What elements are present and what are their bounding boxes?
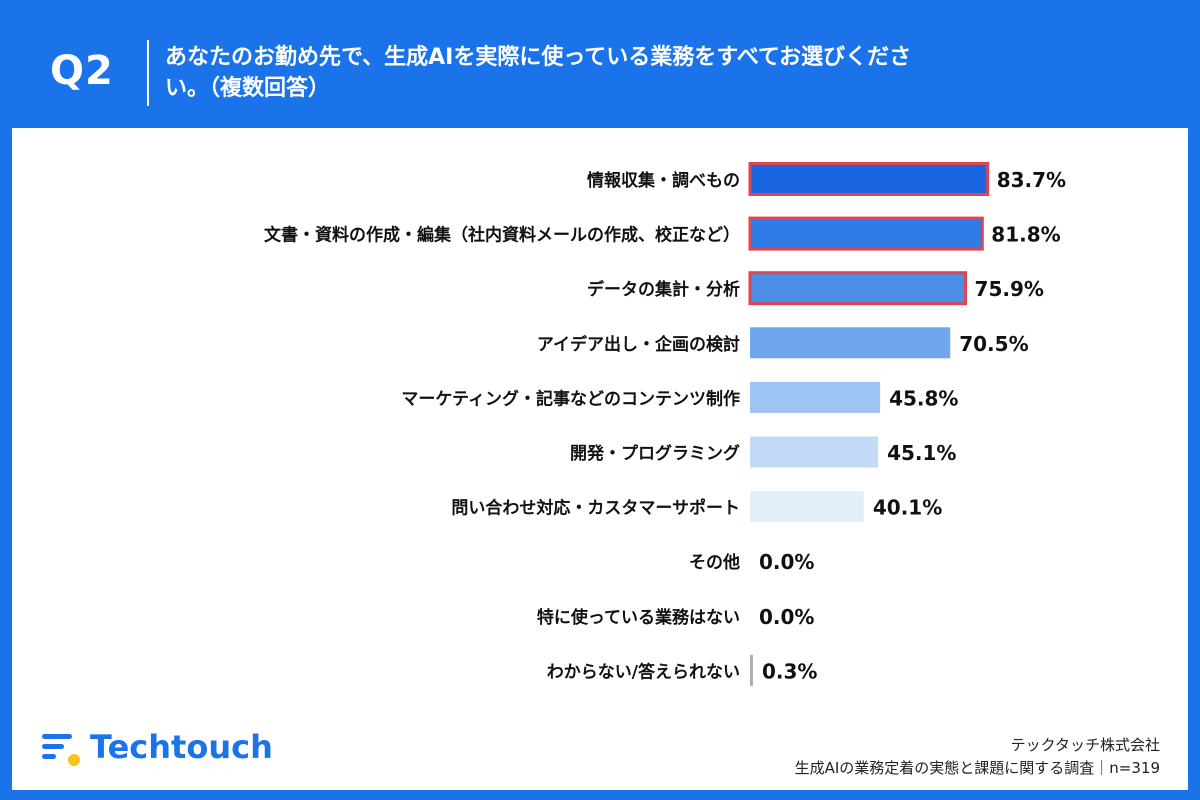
value-label: 40.1% <box>873 496 942 520</box>
chart-panel: 情報収集・調べもの 83.7% 文書・資料の作成・編集（社内資料メールの作成、校正な… <box>12 128 1188 790</box>
question-text: あなたのお勤め先で、生成AIを実際に使っている業務をすべてお選びください。（複数… <box>165 45 912 101</box>
bar <box>750 491 864 523</box>
category-label: 情報収集・調べもの <box>587 170 740 191</box>
header-divider <box>147 40 149 106</box>
footer-source: 生成AIの業務定着の実態と課題に関する調査｜n=319 <box>794 759 1160 777</box>
category-label: その他 <box>689 552 740 573</box>
bar <box>748 271 968 306</box>
value-label: 81.8% <box>991 223 1060 247</box>
category-label: データの集計・分析 <box>587 279 740 300</box>
category-label: マーケティング・記事などのコンテンツ制作 <box>401 388 740 409</box>
value-label: 75.9% <box>975 277 1044 301</box>
footer: テックタッチ株式会社 生成AIの業務定着の実態と課題に関する調査｜n=319 <box>795 734 1160 780</box>
question-number: Q2 <box>50 48 114 94</box>
bar <box>748 216 984 251</box>
category-label: 開発・プログラミング <box>570 443 740 464</box>
category-label: アイデア出し・企画の検討 <box>537 334 740 355</box>
category-label: 特に使っている業務はない <box>537 607 740 628</box>
logo-text: Techtouch <box>90 728 273 766</box>
value-label: 83.7% <box>997 168 1066 192</box>
logo-lines-icon <box>42 734 80 766</box>
value-label: 0.0% <box>759 605 814 629</box>
category-label: 問い合わせ対応・カスタマーサポート <box>451 498 740 519</box>
value-label: 0.0% <box>759 550 814 574</box>
footer-company: テックタッチ株式会社 <box>1010 736 1160 754</box>
bar <box>750 327 951 359</box>
value-label: 70.5% <box>959 332 1028 356</box>
category-label: 文書・資料の作成・編集（社内資料メールの作成、校正など） <box>264 225 740 246</box>
bar <box>748 162 990 196</box>
bar <box>750 654 753 686</box>
category-label: わからない/答えられない <box>547 661 740 682</box>
value-label: 0.3% <box>762 659 817 683</box>
header: Q2 あなたのお勤め先で、生成AIを実際に使っている業務をすべてお選びください。… <box>0 0 1200 128</box>
value-label: 45.1% <box>887 441 956 465</box>
bar <box>750 381 881 413</box>
value-label: 45.8% <box>889 386 958 410</box>
bar-chart: 情報収集・調べもの 83.7% 文書・資料の作成・編集（社内資料メールの作成、校正な… <box>264 162 1066 686</box>
bar <box>750 436 879 468</box>
